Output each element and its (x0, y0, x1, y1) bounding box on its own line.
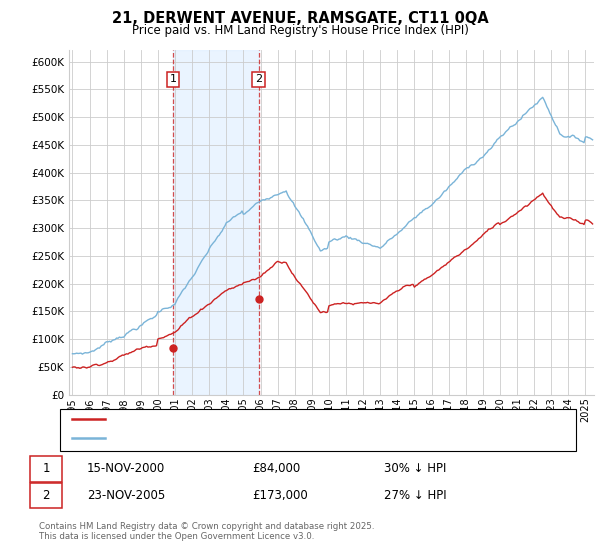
Text: 2: 2 (255, 74, 262, 85)
Text: £173,000: £173,000 (252, 489, 308, 502)
Text: 21, DERWENT AVENUE, RAMSGATE, CT11 0QA: 21, DERWENT AVENUE, RAMSGATE, CT11 0QA (112, 11, 488, 26)
Text: 27% ↓ HPI: 27% ↓ HPI (384, 489, 446, 502)
Text: 23-NOV-2005: 23-NOV-2005 (87, 489, 165, 502)
Text: HPI: Average price, detached house, Thanet: HPI: Average price, detached house, Than… (111, 433, 352, 443)
Text: £84,000: £84,000 (252, 462, 300, 475)
Text: 1: 1 (169, 74, 176, 85)
Text: 30% ↓ HPI: 30% ↓ HPI (384, 462, 446, 475)
Text: Price paid vs. HM Land Registry's House Price Index (HPI): Price paid vs. HM Land Registry's House … (131, 24, 469, 37)
Text: 1: 1 (43, 462, 50, 475)
Text: Contains HM Land Registry data © Crown copyright and database right 2025.
This d: Contains HM Land Registry data © Crown c… (39, 522, 374, 542)
Bar (173, 50, 259, 395)
Text: 21, DERWENT AVENUE, RAMSGATE, CT11 0QA (detached house): 21, DERWENT AVENUE, RAMSGATE, CT11 0QA (… (111, 414, 462, 424)
Text: 2: 2 (43, 489, 50, 502)
Text: 15-NOV-2000: 15-NOV-2000 (87, 462, 165, 475)
